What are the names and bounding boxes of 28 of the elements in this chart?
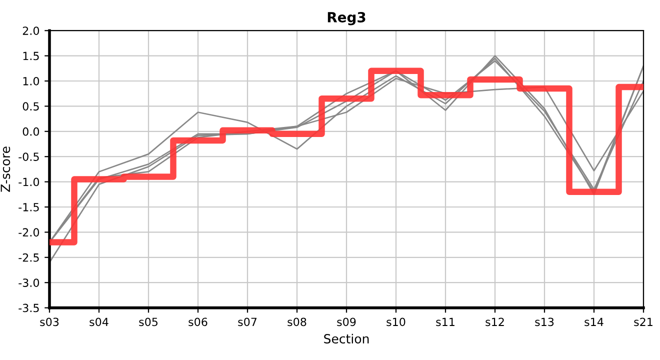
x-tick-label: s11 bbox=[436, 318, 454, 326]
chart-title: Reg3 bbox=[328, 12, 366, 26]
y-tick-label: -3.0 bbox=[18, 278, 40, 287]
y-tick-label: -2.0 bbox=[18, 228, 40, 237]
y-axis-title: Z-score bbox=[0, 146, 10, 192]
x-tick-label: s09 bbox=[337, 318, 356, 326]
x-tick-label: s07 bbox=[238, 318, 257, 326]
x-tick-label: s04 bbox=[90, 318, 108, 326]
y-tick-label: 1.5 bbox=[23, 52, 39, 60]
x-axis-title: Section bbox=[324, 334, 369, 344]
y-tick-label: -1.5 bbox=[18, 203, 39, 212]
y-tick-label: 0.0 bbox=[22, 127, 40, 136]
x-tick-label: s10 bbox=[386, 318, 406, 326]
y-tick-label: -2.5 bbox=[18, 253, 39, 262]
x-tick-label: s14 bbox=[584, 318, 604, 326]
y-tick-label: 0.5 bbox=[22, 102, 39, 111]
y-tick-label: 1.0 bbox=[23, 76, 40, 86]
x-tick-label: s05 bbox=[139, 318, 158, 326]
y-tick-label: -3.5 bbox=[18, 304, 39, 312]
x-tick-label: s12 bbox=[486, 318, 504, 326]
x-tick-label: s03 bbox=[40, 318, 59, 326]
y-tick-label: -0.5 bbox=[18, 152, 39, 161]
x-tick-label: s06 bbox=[188, 318, 208, 326]
x-tick-label: s08 bbox=[288, 318, 306, 326]
y-tick-label: -1.0 bbox=[18, 178, 40, 186]
x-tick-label: s21 bbox=[634, 318, 652, 326]
y-tick-label: 2.0 bbox=[22, 26, 40, 35]
x-tick-label: s13 bbox=[535, 318, 554, 326]
